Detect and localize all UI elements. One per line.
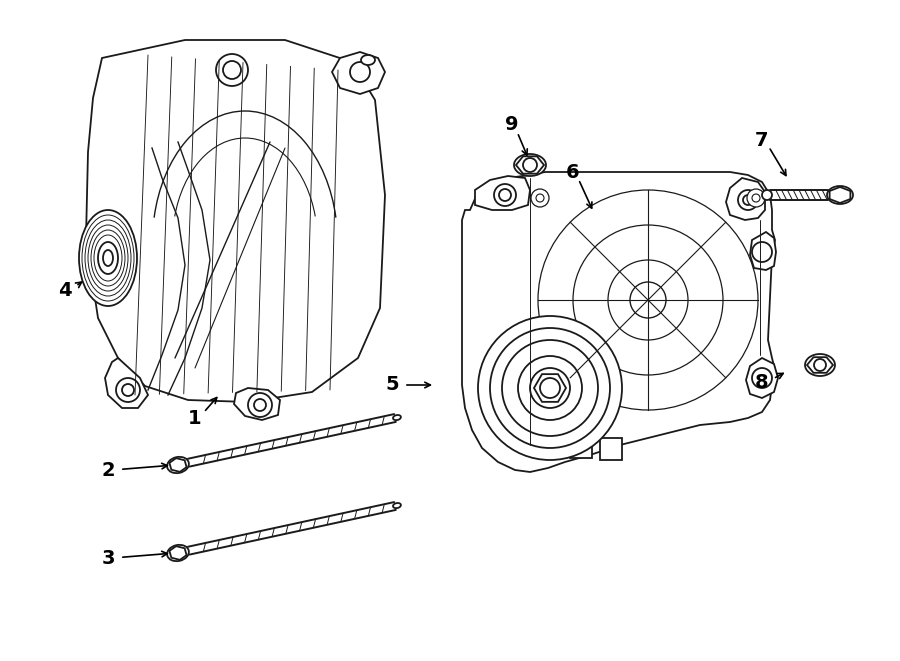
Circle shape xyxy=(494,184,516,206)
Polygon shape xyxy=(516,157,544,174)
Polygon shape xyxy=(86,40,385,402)
Polygon shape xyxy=(830,187,850,203)
Circle shape xyxy=(502,340,598,436)
Circle shape xyxy=(478,316,622,460)
Polygon shape xyxy=(570,435,592,458)
Circle shape xyxy=(536,194,544,202)
Circle shape xyxy=(752,368,772,388)
Circle shape xyxy=(523,158,537,172)
Polygon shape xyxy=(332,52,385,94)
Circle shape xyxy=(223,61,241,79)
Ellipse shape xyxy=(167,545,189,561)
Ellipse shape xyxy=(361,55,375,65)
Ellipse shape xyxy=(393,503,400,508)
Text: 9: 9 xyxy=(505,116,518,134)
Circle shape xyxy=(216,54,248,86)
Polygon shape xyxy=(750,232,776,270)
Circle shape xyxy=(490,328,610,448)
Text: 8: 8 xyxy=(755,373,769,391)
Polygon shape xyxy=(600,438,622,460)
Polygon shape xyxy=(105,358,148,408)
Circle shape xyxy=(499,189,511,201)
Ellipse shape xyxy=(79,210,137,306)
Circle shape xyxy=(814,359,826,371)
Circle shape xyxy=(116,378,140,402)
Polygon shape xyxy=(475,176,530,210)
Circle shape xyxy=(350,62,370,82)
Ellipse shape xyxy=(103,250,113,266)
Ellipse shape xyxy=(167,457,189,473)
Ellipse shape xyxy=(762,190,772,200)
Circle shape xyxy=(752,194,760,202)
Circle shape xyxy=(630,282,666,318)
Polygon shape xyxy=(746,358,778,398)
Circle shape xyxy=(518,356,582,420)
Circle shape xyxy=(530,368,570,408)
Text: 3: 3 xyxy=(101,549,115,568)
Text: 4: 4 xyxy=(58,280,72,299)
Ellipse shape xyxy=(393,415,400,420)
Circle shape xyxy=(254,399,266,411)
Polygon shape xyxy=(534,374,566,402)
Ellipse shape xyxy=(827,186,853,204)
Circle shape xyxy=(752,242,772,262)
Ellipse shape xyxy=(98,242,118,274)
Circle shape xyxy=(738,190,758,210)
Text: 2: 2 xyxy=(101,461,115,479)
Polygon shape xyxy=(462,172,775,472)
Circle shape xyxy=(122,384,134,396)
Circle shape xyxy=(248,393,272,417)
Ellipse shape xyxy=(514,154,546,176)
Text: 1: 1 xyxy=(188,408,202,428)
Polygon shape xyxy=(234,388,280,420)
Circle shape xyxy=(743,195,753,205)
Circle shape xyxy=(747,189,765,207)
Text: 5: 5 xyxy=(385,375,399,395)
Text: 7: 7 xyxy=(755,130,769,149)
Polygon shape xyxy=(169,546,186,560)
Polygon shape xyxy=(169,458,186,472)
Polygon shape xyxy=(726,178,765,220)
Text: 6: 6 xyxy=(566,163,580,182)
Circle shape xyxy=(531,189,549,207)
Circle shape xyxy=(540,378,560,398)
Ellipse shape xyxy=(805,354,835,376)
Polygon shape xyxy=(807,357,833,373)
